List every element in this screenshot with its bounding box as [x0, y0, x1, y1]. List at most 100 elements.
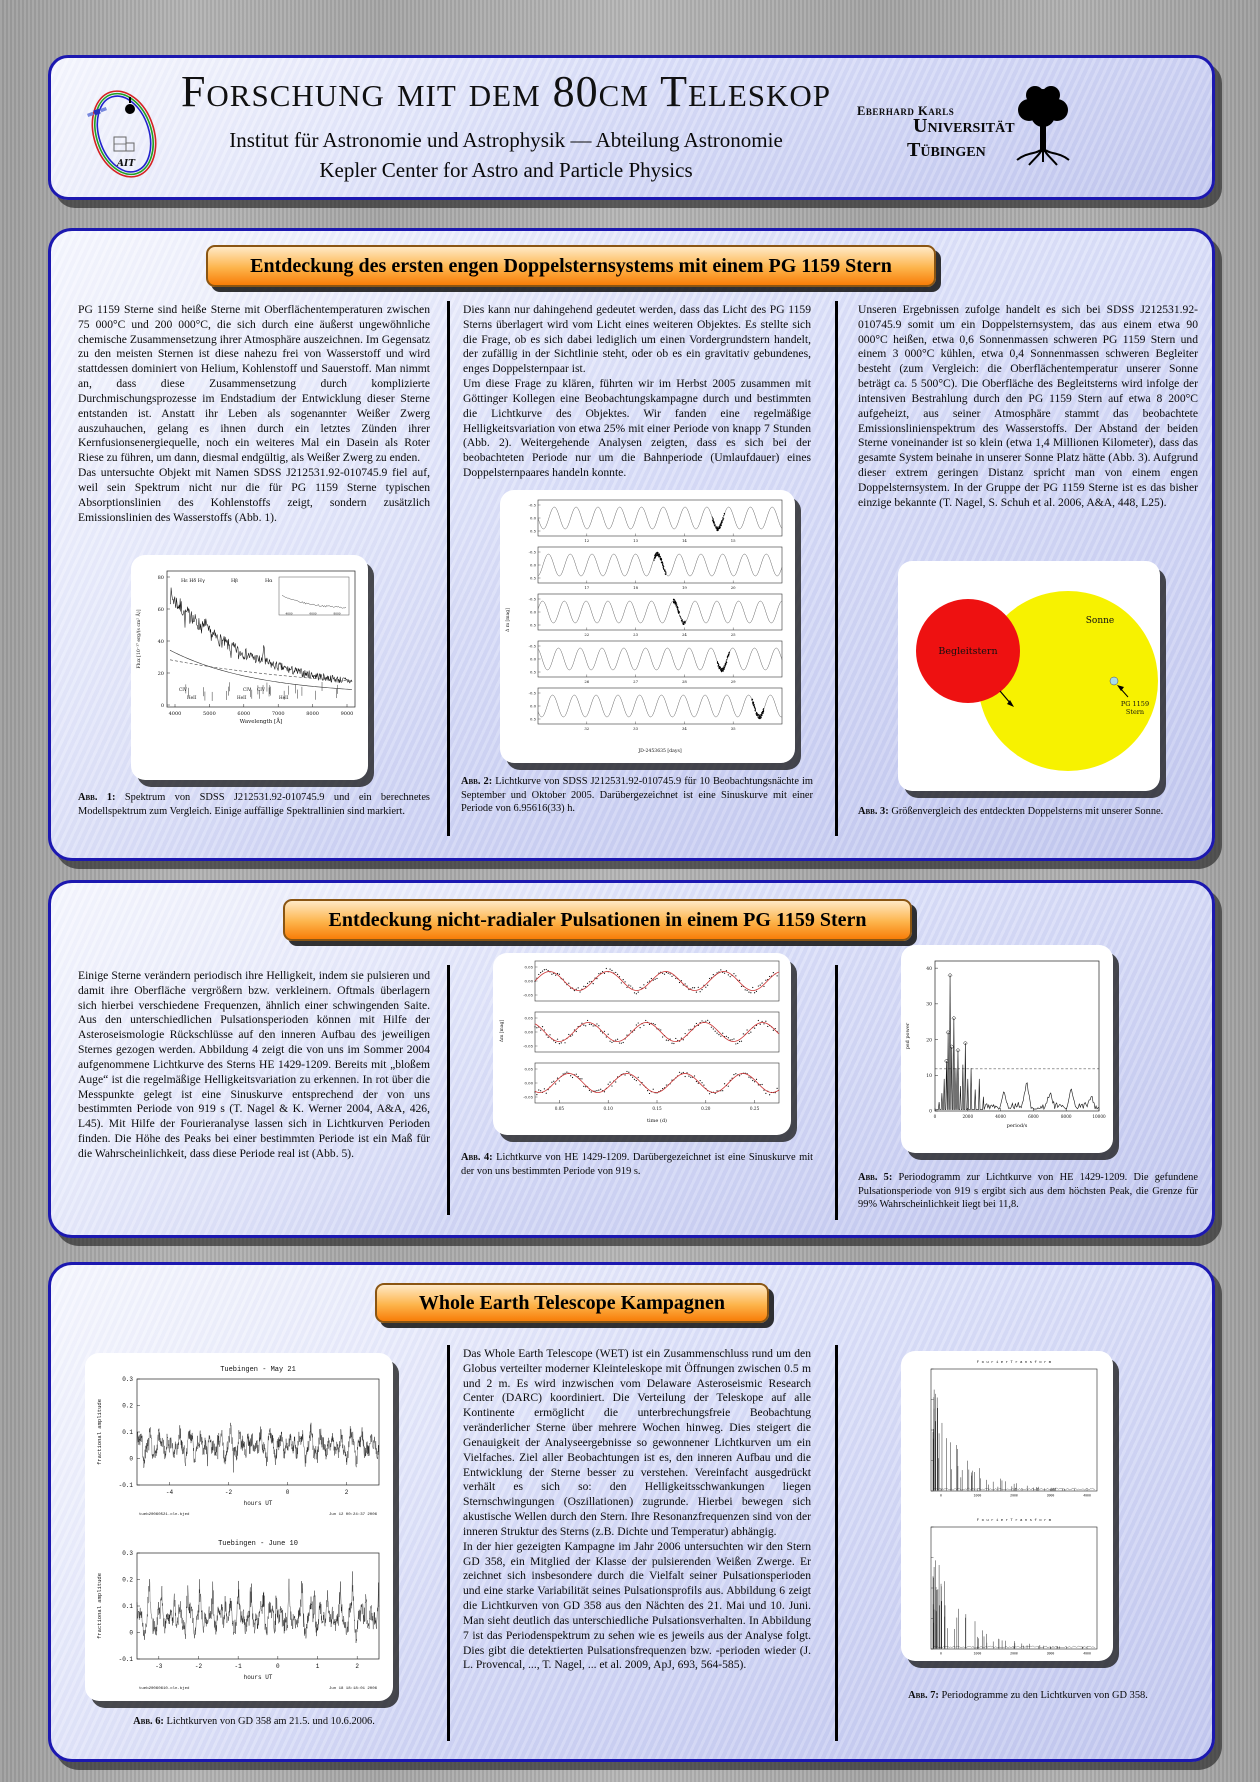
- fig-circle: [555, 1041, 557, 1044]
- fig-path: [169, 659, 353, 682]
- fig-circle: [630, 985, 632, 987]
- fig-circle: [671, 1042, 673, 1044]
- fig-circle: [583, 1085, 585, 1087]
- fig-path: [945, 1030, 951, 1035]
- fig-circle: [752, 701, 754, 703]
- fig-circle: [605, 1036, 607, 1038]
- fig-rect: [537, 593, 783, 631]
- fig-circle: [648, 1023, 651, 1025]
- fig-circle: [665, 1084, 667, 1086]
- fig-circle: [568, 982, 570, 984]
- fig-text: 17: [584, 585, 589, 590]
- paragraph: Dies kann nur dahingehend gedeutet werde…: [463, 303, 811, 376]
- fig-circle: [753, 705, 755, 707]
- fig-text: 4000: [1083, 1652, 1091, 1656]
- fig-text: -0.05: [523, 993, 533, 998]
- fig-circle: [588, 1089, 591, 1091]
- fig-circle: [712, 519, 714, 521]
- column-divider: [835, 965, 838, 1220]
- fig-circle: [564, 1072, 566, 1074]
- fig-text: -0.5: [529, 644, 537, 649]
- fig-rect: [930, 1526, 1098, 1650]
- fig-text: 19: [682, 585, 687, 590]
- fig-circle: [735, 1043, 737, 1045]
- fig-circle: [657, 553, 659, 555]
- fig-circle: [635, 993, 637, 995]
- fig-text: -0.5: [529, 550, 537, 555]
- fig-circle: [684, 1075, 686, 1078]
- figure-4-lightcurve-plot: 0.05 0.00 -0.05 0.05 0.00 -0.05 0.05 0.00 -0.05 0…: [493, 953, 791, 1135]
- fig-circle: [665, 572, 667, 574]
- fig-circle: [762, 710, 764, 712]
- fig-circle: [581, 1078, 583, 1080]
- arrow-icon: [1117, 685, 1124, 691]
- fig-circle: [751, 698, 753, 700]
- fig-circle: [690, 1076, 692, 1078]
- fig-circle: [703, 1084, 705, 1086]
- fig-circle: [722, 1032, 724, 1034]
- fig-text: 30: [926, 1002, 932, 1008]
- fig-text: 40: [158, 639, 164, 645]
- fig-text: 23: [633, 632, 638, 637]
- fig-circle: [752, 702, 755, 704]
- fig-path: [955, 1047, 961, 1053]
- fig-circle: [545, 1034, 547, 1036]
- fig-circle: [748, 1076, 750, 1078]
- figure-7-gd358-periodograms: F o u r i e r T r a n s f o r m 0 1000 2000…: [901, 1351, 1113, 1661]
- fig-circle: [654, 1024, 656, 1026]
- fig-circle: [665, 1039, 667, 1041]
- fig-circle: [675, 602, 677, 604]
- fig-rect: [537, 687, 783, 725]
- fig-rect: [166, 570, 356, 708]
- fig-circle: [716, 972, 718, 974]
- figure-6-caption: Abb. 6: Lichtkurven von GD 358 am 21.5. …: [78, 1715, 430, 1729]
- figure-6-caption-text: Lichtkurven von GD 358 am 21.5. und 10.6…: [166, 1716, 375, 1727]
- fig-circle: [551, 1081, 553, 1083]
- section1-title-banner: Entdeckung des ersten engen Doppelsterns…: [206, 245, 936, 287]
- fig-circle: [628, 1071, 630, 1073]
- fig-text: F o u r i e r T r a n s f o r m: [977, 1518, 1052, 1523]
- fig-circle: [594, 1090, 596, 1092]
- figure-3-size-comparison: Sonne Begleitstern PG 1159 Stern: [898, 561, 1160, 791]
- fig-text: 0: [940, 1494, 942, 1498]
- fig-circle: [598, 973, 600, 975]
- fig-circle: [661, 561, 663, 563]
- figure-5-caption-label: Abb. 5:: [858, 1172, 893, 1183]
- fig-circle: [647, 981, 649, 983]
- figure-7-caption-label: Abb. 7:: [908, 1690, 939, 1701]
- fig-circle: [664, 573, 666, 575]
- fig-circle: [656, 555, 658, 557]
- fig-circle: [712, 1028, 714, 1030]
- fig-circle: [714, 1030, 716, 1032]
- fig-circle: [678, 1071, 681, 1073]
- fig-rect: [934, 960, 1100, 1112]
- fig-text: Hε Hδ Hγ: [181, 578, 205, 584]
- fig-circle: [723, 1083, 726, 1085]
- fig-circle: [759, 717, 761, 719]
- fig-circle: [556, 1038, 559, 1040]
- fig-circle: [585, 986, 587, 988]
- fig-circle: [633, 992, 636, 994]
- fig-circle: [615, 1081, 617, 1083]
- pg1159-label-line1: PG 1159: [1121, 700, 1149, 708]
- fig-text: -0.5: [529, 503, 537, 508]
- poster-title: Forschung mit dem 80cm Teleskop: [180, 67, 832, 116]
- fig-path: [136, 1571, 380, 1643]
- fig-circle: [727, 653, 729, 655]
- fig-circle: [575, 1030, 577, 1033]
- fig-circle: [748, 991, 750, 993]
- fig-path: [537, 553, 783, 577]
- fig-circle: [697, 1082, 699, 1084]
- fig-circle: [772, 1029, 774, 1031]
- fig-circle: [540, 1090, 542, 1092]
- fig-text: 0.00: [525, 979, 534, 984]
- fig-text: 0.0: [530, 610, 537, 615]
- fig-circle: [672, 602, 675, 604]
- fig-circle: [714, 1092, 716, 1094]
- fig-path: [169, 649, 353, 690]
- fig-rect: [534, 1062, 780, 1104]
- fig-text: hours UT: [244, 1500, 273, 1507]
- fig-rect: [534, 960, 780, 1002]
- fig-text: -0.1: [119, 1482, 134, 1489]
- fig-circle: [722, 668, 724, 670]
